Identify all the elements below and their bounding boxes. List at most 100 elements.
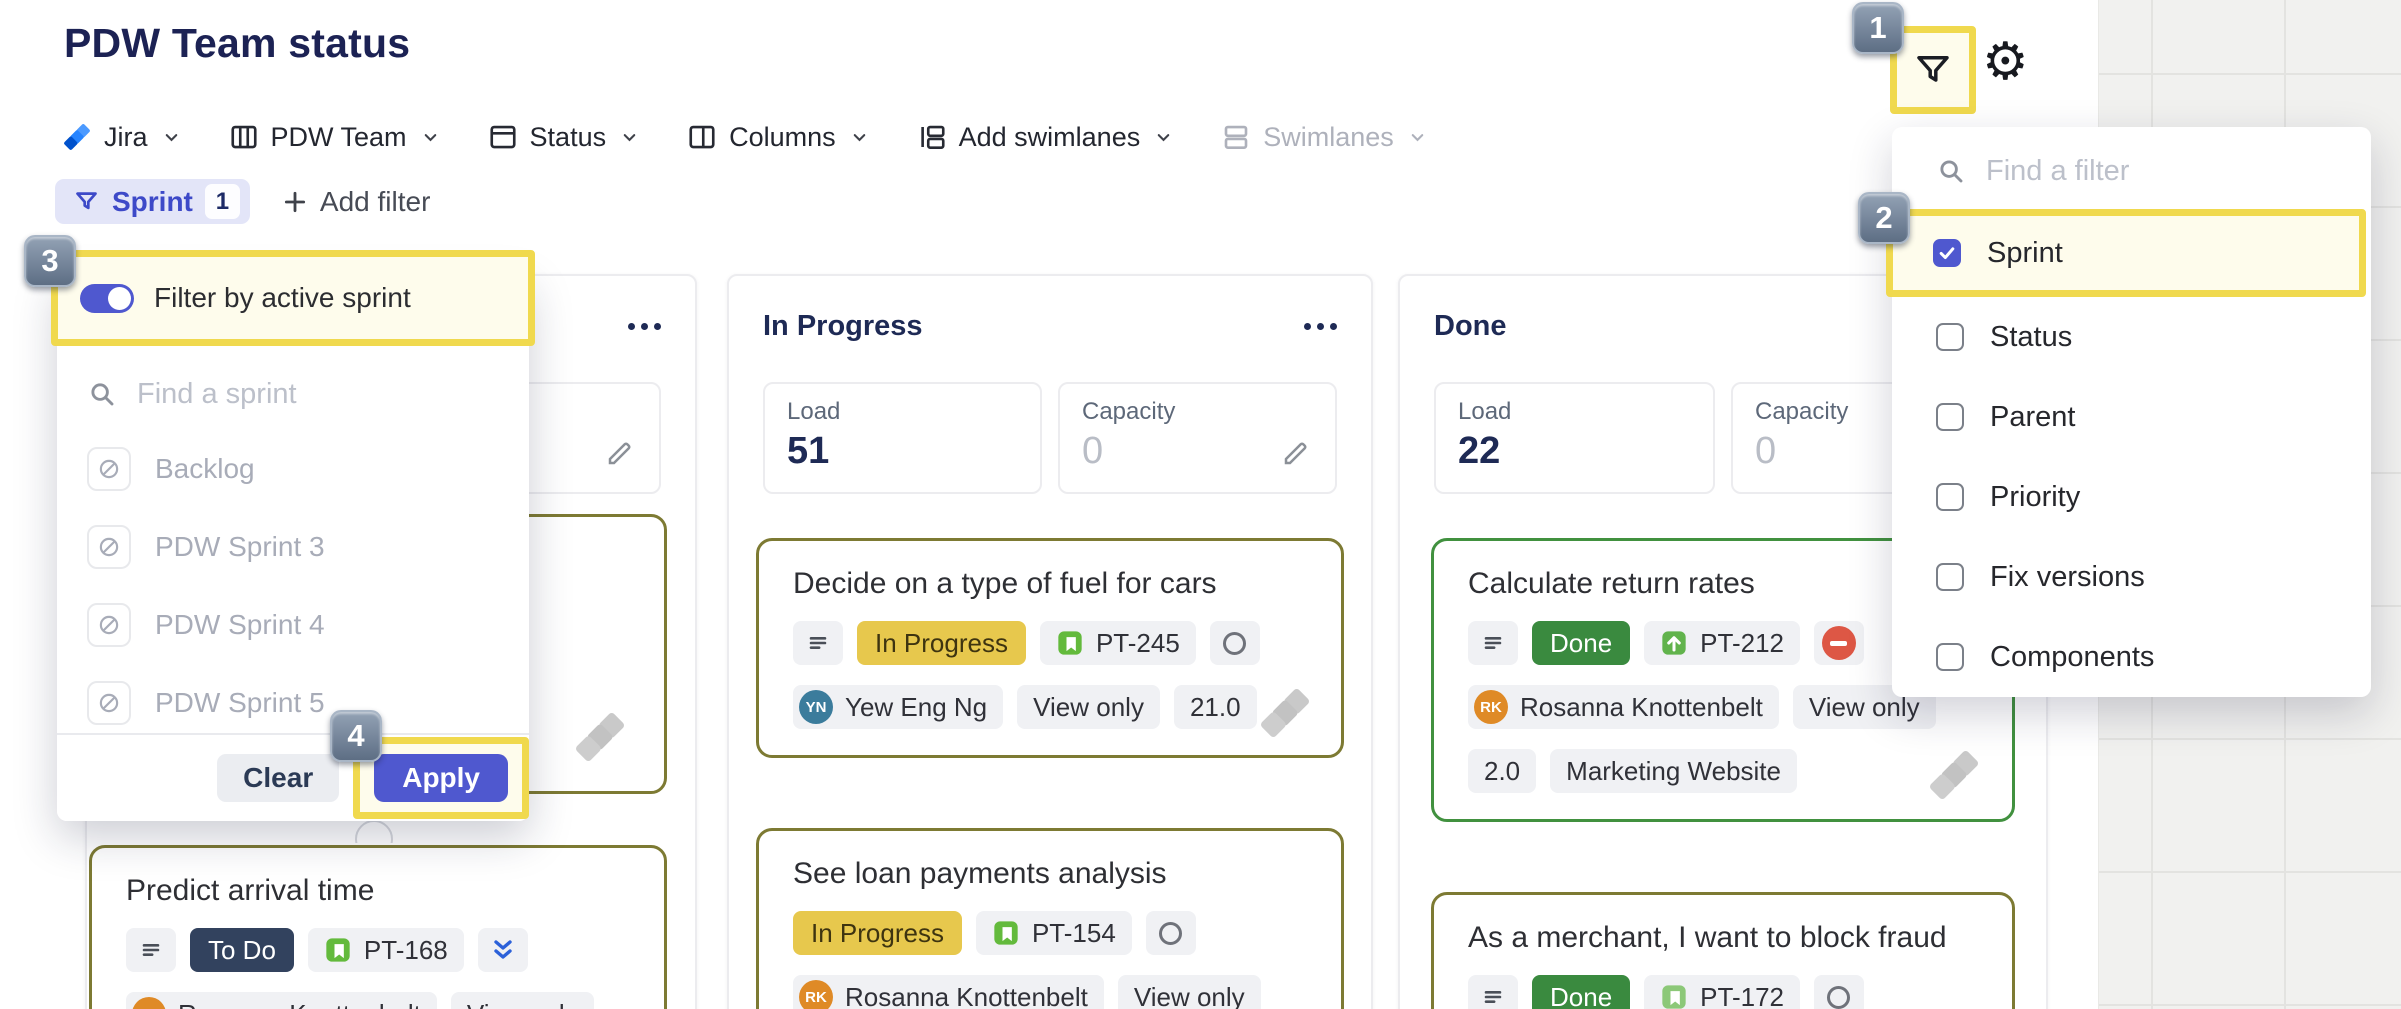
search-icon bbox=[1936, 156, 1966, 186]
jira-watermark-icon bbox=[1930, 751, 1978, 799]
edit-capacity-pencil-icon[interactable] bbox=[605, 438, 635, 468]
checkbox[interactable] bbox=[1936, 483, 1964, 511]
sprint-list-item-pdw-4[interactable]: PDW Sprint 4 bbox=[57, 586, 529, 664]
card-title: As a merchant, I want to block fraud bbox=[1468, 921, 1947, 954]
view-only-chip: View only bbox=[1017, 685, 1160, 729]
checkbox[interactable] bbox=[1936, 563, 1964, 591]
estimate-chip: 2.0 bbox=[1468, 749, 1537, 793]
filter-option-priority[interactable]: Priority bbox=[1892, 457, 2371, 537]
column-name: In Progress bbox=[763, 309, 923, 342]
sprint-filter-chip[interactable]: Sprint 1 bbox=[55, 179, 250, 224]
toolbar-item-status[interactable]: Status bbox=[488, 122, 640, 153]
description-icon bbox=[126, 928, 176, 972]
board-toolbar: Jira PDW Team Status Columns bbox=[62, 112, 1427, 162]
card-calculate-return-rates[interactable]: Calculate return rates Done PT-212 RK Ro… bbox=[1431, 538, 2015, 822]
assignee-name: Rosanna Knottenbelt bbox=[178, 999, 421, 1009]
chevron-down-icon bbox=[850, 128, 869, 147]
clear-button[interactable]: Clear bbox=[217, 754, 340, 802]
edit-capacity-pencil-icon[interactable] bbox=[1281, 438, 1311, 468]
filter-option-label: Components bbox=[1990, 640, 2155, 673]
column-in-progress: In Progress Load 51 Capacity 0 Decide on… bbox=[727, 274, 1373, 1009]
toolbar-item-jira[interactable]: Jira bbox=[62, 122, 181, 153]
avatar: RK bbox=[799, 980, 833, 1009]
columns-icon bbox=[687, 122, 717, 152]
filter-option-sprint[interactable]: Sprint bbox=[1886, 209, 2366, 297]
filter-option-fix-versions[interactable]: Fix versions bbox=[1892, 537, 2371, 617]
filters-button[interactable] bbox=[1912, 49, 1954, 91]
card-loan-payments[interactable]: See loan payments analysis In Progress P… bbox=[756, 828, 1344, 1009]
assignee-chip: RK Rosanna Knottenbelt bbox=[126, 992, 437, 1009]
checkbox-checked[interactable] bbox=[1933, 239, 1961, 267]
sprint-list-item-backlog[interactable]: Backlog bbox=[57, 430, 529, 508]
jira-watermark-icon bbox=[576, 713, 624, 761]
filters-button-highlight bbox=[1890, 26, 1976, 114]
no-sprint-icon bbox=[87, 525, 131, 569]
no-sprint-icon bbox=[87, 603, 131, 647]
priority-none-icon bbox=[1813, 975, 1864, 1009]
checkbox[interactable] bbox=[1936, 403, 1964, 431]
popup-footer: Clear Apply bbox=[57, 733, 529, 821]
sprint-chip-label: Sprint bbox=[112, 185, 193, 217]
settings-gear-icon[interactable]: ⚙ bbox=[1982, 32, 2029, 92]
apply-button[interactable]: Apply bbox=[374, 754, 508, 802]
apply-button-highlight: Apply bbox=[353, 737, 529, 819]
sprint-list-item-pdw-3[interactable]: PDW Sprint 3 bbox=[57, 508, 529, 586]
sprint-filter-popup: Filter by active sprint Backlog PDW Spri… bbox=[51, 250, 535, 821]
avatar: RK bbox=[132, 997, 166, 1009]
column-more-menu-icon[interactable] bbox=[628, 322, 661, 330]
toolbar-label: Swimlanes bbox=[1263, 121, 1394, 152]
filter-option-components[interactable]: Components bbox=[1892, 617, 2371, 697]
board-icon bbox=[229, 122, 259, 152]
add-filter-button[interactable]: Add filter bbox=[282, 186, 430, 218]
toolbar-item-pdw-team[interactable]: PDW Team bbox=[229, 122, 440, 153]
sprint-search-input[interactable] bbox=[137, 377, 499, 411]
column-more-menu-icon[interactable] bbox=[1304, 322, 1337, 330]
checkbox[interactable] bbox=[1936, 643, 1964, 671]
popup-notch bbox=[352, 820, 396, 843]
swimlanes-icon bbox=[1221, 122, 1251, 152]
assignee-name: Yew Eng Ng bbox=[845, 691, 988, 722]
checkbox[interactable] bbox=[1936, 323, 1964, 351]
capacity-label: Capacity bbox=[1755, 398, 1849, 425]
card-title: Calculate return rates bbox=[1468, 567, 1755, 600]
sprint-list-item-pdw-5[interactable]: PDW Sprint 5 bbox=[57, 664, 529, 742]
status-chip: In Progress bbox=[793, 911, 962, 955]
filter-search-input[interactable] bbox=[1986, 154, 2327, 188]
view-only-chip: View only bbox=[1117, 975, 1261, 1009]
filter-option-status[interactable]: Status bbox=[1892, 297, 2371, 377]
card-title: Predict arrival time bbox=[126, 874, 375, 907]
load-label: Load bbox=[787, 398, 841, 425]
card-predict-arrival-time[interactable]: Predict arrival time To Do PT-168 RK Ros… bbox=[89, 845, 667, 1009]
card-block-fraud[interactable]: As a merchant, I want to block fraud Don… bbox=[1431, 892, 2015, 1009]
assignee-name: Rosanna Knottenbelt bbox=[845, 981, 1088, 1009]
load-label: Load bbox=[1458, 398, 1512, 425]
jira-logo-icon bbox=[62, 122, 92, 152]
toolbar-label: PDW Team bbox=[270, 121, 407, 152]
sprint-name: PDW Sprint 3 bbox=[155, 531, 325, 562]
chevron-down-icon bbox=[1408, 128, 1427, 147]
no-sprint-icon bbox=[87, 447, 131, 491]
improvement-icon bbox=[1660, 629, 1688, 657]
filter-option-parent[interactable]: Parent bbox=[1892, 377, 2371, 457]
card-decide-fuel[interactable]: Decide on a type of fuel for cars In Pro… bbox=[756, 538, 1344, 758]
annotation-step-4: 4 bbox=[330, 710, 382, 762]
card-title: See loan payments analysis bbox=[793, 857, 1167, 890]
chevron-down-icon bbox=[162, 128, 181, 147]
chevron-down-icon bbox=[1154, 128, 1173, 147]
issue-key: PT-245 bbox=[1095, 627, 1180, 658]
issue-key-chip: PT-212 bbox=[1644, 621, 1800, 665]
active-sprint-toggle[interactable] bbox=[80, 283, 134, 313]
status-chip: In Progress bbox=[857, 621, 1026, 665]
description-icon bbox=[1468, 975, 1518, 1009]
page-title: PDW Team status bbox=[64, 20, 411, 66]
active-sprint-toggle-label: Filter by active sprint bbox=[154, 282, 411, 313]
sprint-filter-count-badge: 1 bbox=[204, 184, 240, 219]
toolbar-item-columns[interactable]: Columns bbox=[687, 122, 869, 153]
sprint-name: PDW Sprint 5 bbox=[155, 687, 325, 718]
capacity-stat: Capacity 0 bbox=[1058, 382, 1337, 494]
toolbar-item-add-swimlanes[interactable]: Add swimlanes bbox=[917, 122, 1174, 153]
table-icon bbox=[488, 122, 518, 152]
load-value: 51 bbox=[787, 430, 830, 472]
toolbar-item-swimlanes: Swimlanes bbox=[1221, 122, 1427, 153]
